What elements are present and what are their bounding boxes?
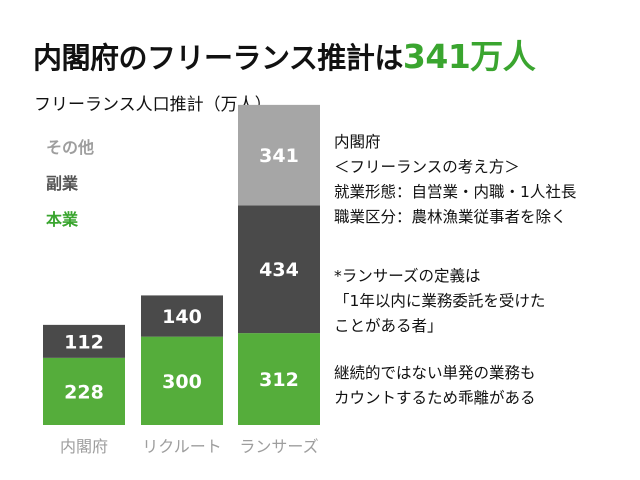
bar-value-label: 112 — [64, 331, 104, 353]
bar-segment — [238, 104, 320, 206]
title-main: 内閣府のフリーランス推計は — [33, 41, 403, 75]
note-line: 継続的ではない単発の業務も — [334, 364, 536, 382]
bar-segment — [43, 357, 125, 425]
note-line: *ランサーズの定義は — [334, 267, 481, 285]
category-label: 内閣府 — [60, 437, 108, 456]
bar-value-label: 341 — [259, 145, 299, 167]
bar-segment — [43, 324, 125, 358]
bar-segment — [238, 205, 320, 334]
legend-item-side-job: 副業 — [46, 174, 79, 193]
legend-item-main-job: 本業 — [46, 210, 79, 229]
bar-value-label: 228 — [64, 381, 104, 403]
title-highlight: 341万人 — [402, 37, 536, 76]
bar-value-label: 312 — [259, 369, 299, 391]
bar-segment — [141, 336, 223, 425]
note-line: 就業形態：自営業・内職・1人社長 — [334, 183, 577, 201]
category-label: リクルート — [142, 437, 222, 456]
note-line: カウントするため乖離がある — [334, 389, 536, 407]
notes-panel: 内閣府 ＜フリーランスの考え方＞ 就業形態：自営業・内職・1人社長 職業区分：農… — [334, 130, 634, 411]
note-line: 職業区分：農林漁業従事者を除く — [334, 208, 567, 226]
legend-item-other: その他 — [46, 138, 95, 157]
bar-value-label: 140 — [162, 306, 202, 328]
bar-value-label: 434 — [259, 259, 299, 281]
note-line: 内閣府 — [334, 133, 381, 151]
bar-segment — [141, 295, 223, 337]
note-line: ＜フリーランスの考え方＞ — [334, 158, 520, 176]
bar-value-label: 300 — [162, 371, 202, 393]
category-label: ランサーズ — [239, 437, 318, 456]
chart-subtitle: フリーランス人口推計（万人） — [34, 95, 272, 115]
bar-segment — [238, 333, 320, 425]
legend: その他 副業 本業 — [46, 134, 94, 242]
page-title: 内閣府のフリーランス推計は341万人 — [33, 30, 536, 78]
note-line: ことがある者」 — [334, 317, 443, 335]
note-line: 「1年以内に業務委託を受けた — [334, 292, 546, 310]
